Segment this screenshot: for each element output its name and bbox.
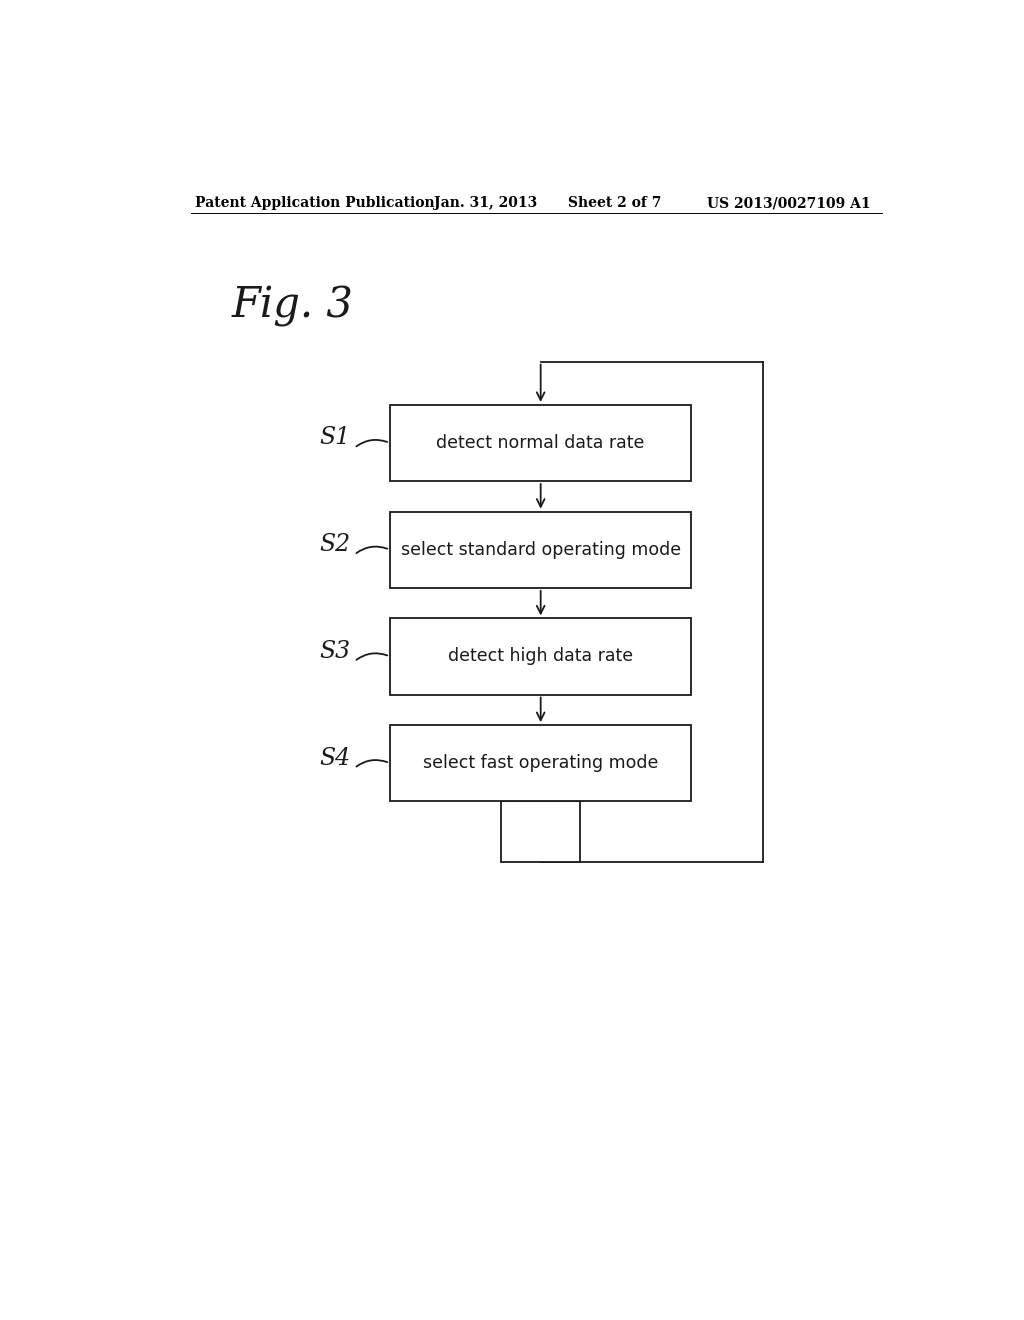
- Text: S2: S2: [319, 533, 350, 556]
- Bar: [390, 512, 691, 587]
- Text: US 2013/0027109 A1: US 2013/0027109 A1: [708, 197, 871, 210]
- Text: S3: S3: [319, 640, 350, 663]
- Bar: [390, 405, 691, 480]
- Text: S4: S4: [319, 747, 350, 770]
- Text: Patent Application Publication: Patent Application Publication: [196, 197, 435, 210]
- Text: Jan. 31, 2013: Jan. 31, 2013: [433, 197, 537, 210]
- Text: Fig. 3: Fig. 3: [231, 285, 353, 327]
- Bar: [390, 725, 691, 801]
- Text: select fast operating mode: select fast operating mode: [423, 754, 658, 772]
- Text: select standard operating mode: select standard operating mode: [400, 541, 681, 558]
- Text: Sheet 2 of 7: Sheet 2 of 7: [568, 197, 662, 210]
- Bar: [390, 618, 691, 694]
- Text: S1: S1: [319, 426, 350, 449]
- Bar: [501, 801, 581, 862]
- Text: detect high data rate: detect high data rate: [449, 647, 633, 665]
- Text: detect normal data rate: detect normal data rate: [436, 434, 645, 451]
